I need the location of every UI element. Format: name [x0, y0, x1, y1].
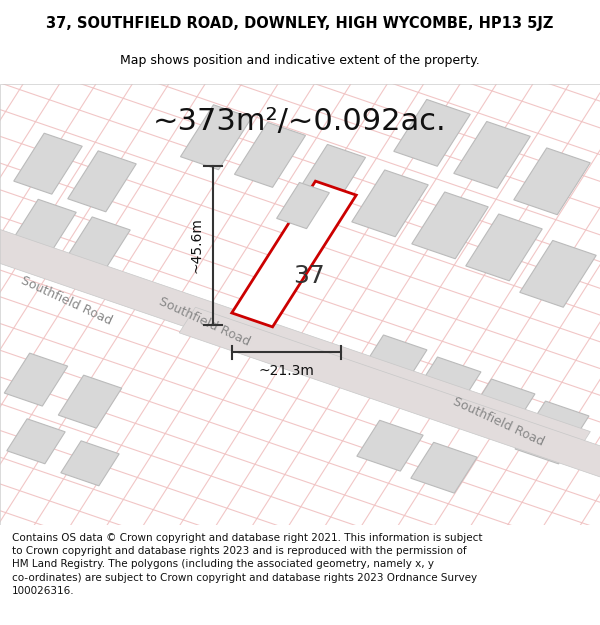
Polygon shape [179, 308, 600, 501]
Polygon shape [357, 420, 423, 471]
Polygon shape [0, 189, 590, 459]
Polygon shape [461, 379, 535, 442]
Polygon shape [514, 148, 590, 215]
Polygon shape [68, 151, 136, 212]
Text: 37: 37 [293, 264, 325, 288]
Polygon shape [14, 133, 82, 194]
Polygon shape [58, 375, 122, 428]
Text: Southfield Road: Southfield Road [157, 294, 251, 348]
Polygon shape [295, 144, 365, 209]
Text: Map shows position and indicative extent of the property.: Map shows position and indicative extent… [120, 54, 480, 68]
Polygon shape [232, 181, 356, 327]
Polygon shape [466, 214, 542, 281]
Polygon shape [353, 335, 427, 398]
Text: 37, SOUTHFIELD ROAD, DOWNLEY, HIGH WYCOMBE, HP13 5JZ: 37, SOUTHFIELD ROAD, DOWNLEY, HIGH WYCOM… [46, 16, 554, 31]
Polygon shape [181, 105, 251, 170]
Polygon shape [411, 442, 477, 493]
Text: ~373m²/~0.092ac.: ~373m²/~0.092ac. [153, 107, 447, 136]
Polygon shape [454, 121, 530, 188]
Polygon shape [7, 419, 65, 464]
Polygon shape [277, 182, 329, 229]
Polygon shape [412, 192, 488, 259]
Text: Southfield Road: Southfield Road [451, 394, 545, 448]
Polygon shape [407, 357, 481, 420]
Polygon shape [8, 199, 76, 260]
Polygon shape [4, 353, 68, 406]
Polygon shape [515, 401, 589, 464]
Text: ~21.3m: ~21.3m [259, 364, 314, 378]
Text: ~45.6m: ~45.6m [189, 217, 203, 273]
Polygon shape [62, 217, 130, 278]
Polygon shape [520, 241, 596, 308]
Text: Southfield Road: Southfield Road [19, 274, 113, 327]
Polygon shape [394, 99, 470, 166]
Polygon shape [352, 170, 428, 237]
Text: Contains OS data © Crown copyright and database right 2021. This information is : Contains OS data © Crown copyright and d… [12, 533, 482, 596]
Polygon shape [235, 122, 305, 188]
Polygon shape [61, 441, 119, 486]
